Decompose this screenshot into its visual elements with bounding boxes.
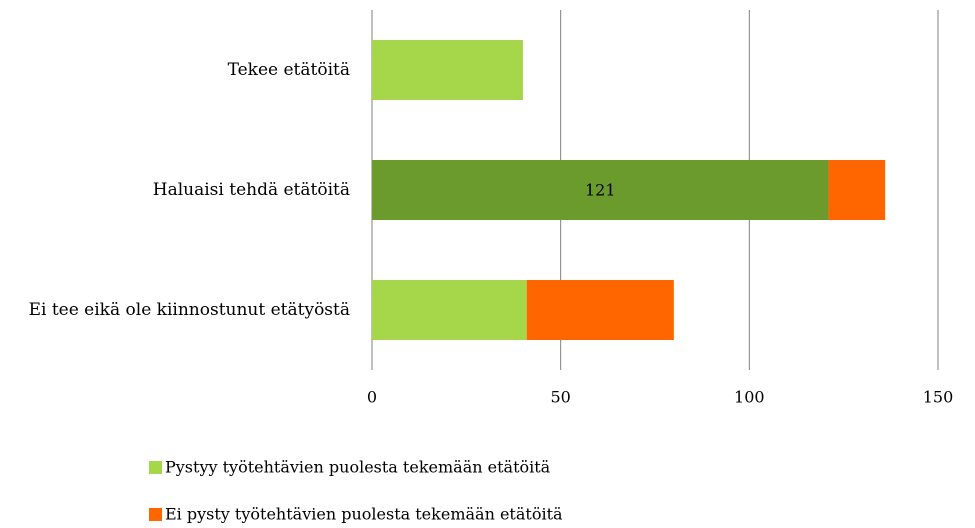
- y-tick-label: Haluaisi tehdä etätöitä: [152, 180, 350, 200]
- bar: [526, 280, 674, 340]
- bar: [372, 280, 527, 340]
- x-tick-label: 100: [734, 388, 765, 407]
- legend-swatch: [149, 461, 162, 474]
- bar: [372, 160, 829, 220]
- data-label: 121: [585, 181, 616, 200]
- y-tick-label: Ei tee eikä ole kiinnostunut etätyöstä: [28, 300, 350, 320]
- legend-label: Pystyy työtehtävien puolesta tekemään et…: [165, 458, 551, 477]
- legend-label: Ei pysty työtehtävien puolesta tekemään …: [165, 505, 563, 524]
- bar: [372, 40, 523, 100]
- x-tick-label: 0: [367, 388, 377, 407]
- legend-swatch: [149, 508, 162, 521]
- category-label-box: Haluaisi tehdä etätöitä: [10, 150, 350, 230]
- y-tick-label: Tekee etätöitä: [227, 60, 350, 80]
- category-label-box: Tekee etätöitä: [10, 30, 350, 110]
- bar: [828, 160, 886, 220]
- x-tick-label: 50: [550, 388, 570, 407]
- x-tick-label: 150: [923, 388, 954, 407]
- category-label-box: Ei tee eikä ole kiinnostunut etätyöstä: [10, 270, 350, 350]
